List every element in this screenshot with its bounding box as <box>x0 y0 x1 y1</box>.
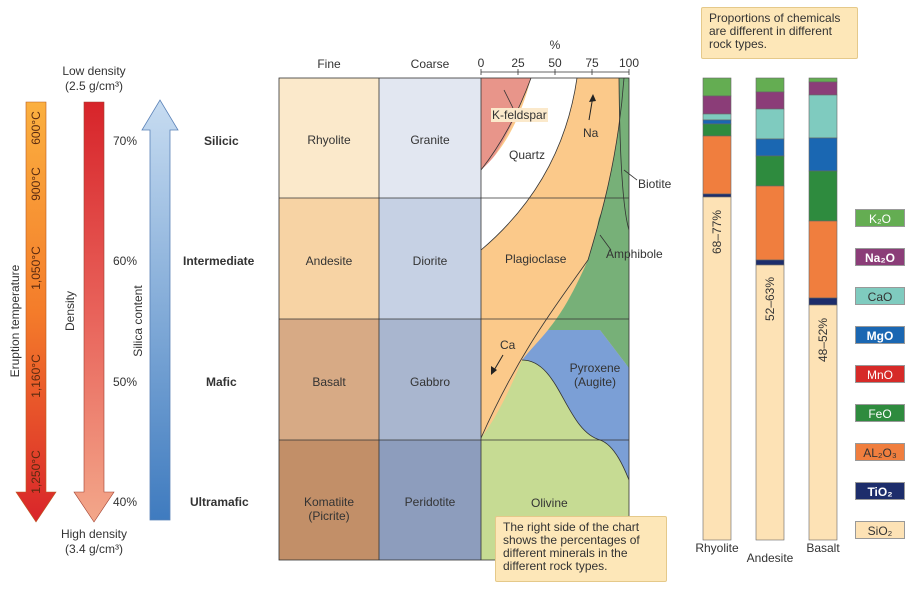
sio2-range-rhyolite: 68–77% <box>710 209 724 255</box>
header-coarse: Coarse <box>410 57 450 71</box>
bar-rhyolite <box>702 77 732 541</box>
mineral-na: Na <box>583 126 599 140</box>
mineral-plagioclase: Plagioclase <box>505 252 567 266</box>
silica-60: 60% <box>113 254 138 268</box>
tick-100: 100 <box>618 56 640 70</box>
cell-rhyolite <box>279 78 379 198</box>
rock-komatiite: Komatiite (Picrite) <box>303 495 355 523</box>
type-intermediate: Intermediate <box>183 254 255 268</box>
silica-50: 50% <box>113 375 138 389</box>
bar-label-basalt: Basalt <box>806 541 840 555</box>
tick-75: 75 <box>585 56 599 70</box>
kspar-outline <box>481 78 532 171</box>
pyrox-outline <box>521 359 629 481</box>
tick-50: 50 <box>548 56 562 70</box>
kfeldspar-region <box>481 78 531 170</box>
cell-granite <box>379 78 481 198</box>
rock-rhyolite: Rhyolite <box>307 133 351 147</box>
mineral-kfeldspar: K-feldspar <box>491 108 548 122</box>
mineral-quartz: Quartz <box>509 148 546 162</box>
tick-0: 0 <box>477 56 485 70</box>
mineral-biotite: Biotite <box>638 177 672 191</box>
tick-25: 25 <box>511 56 525 70</box>
rock-andesite: Andesite <box>305 254 353 268</box>
amphibole-area <box>548 82 629 368</box>
percent-symbol: % <box>549 38 561 52</box>
density-label: Density <box>63 291 77 332</box>
cell-peridotite <box>379 440 481 560</box>
legend-cao: CaO <box>855 287 905 305</box>
rock-granite: Granite <box>410 133 450 147</box>
temp-900: 900°C <box>29 167 43 201</box>
type-silicic: Silicic <box>204 134 239 148</box>
silica-arrow <box>141 99 179 521</box>
temp-600: 600°C <box>29 111 43 145</box>
sio2-range-basalt: 48–52% <box>816 317 830 363</box>
eruption-temperature-label: Eruption temperature <box>8 264 22 378</box>
legend-al2o3: AL₂O₃ <box>855 443 905 461</box>
mineral-pyroxene: Pyroxene (Augite) <box>569 361 621 389</box>
low-density-value: (2.5 g/cm³) <box>64 79 123 93</box>
bar-andesite <box>755 77 785 541</box>
bar-label-andesite: Andesite <box>746 551 794 565</box>
biotite-outline <box>618 78 629 231</box>
legend-mgo: MgO <box>855 326 905 344</box>
temp-1050: 1,050°C <box>29 246 43 290</box>
sio2-range-andesite: 52–63% <box>763 276 777 322</box>
table-grid <box>278 77 630 561</box>
pyroxene-region <box>522 330 629 480</box>
amphibole-leader <box>599 234 612 251</box>
legend-tio2: TiO₂ <box>855 482 905 500</box>
temp-1160: 1,160°C <box>29 354 43 398</box>
mineral-ca: Ca <box>500 338 516 352</box>
header-fine: Fine <box>317 57 341 71</box>
legend-k2o: K₂O <box>855 209 905 227</box>
quartz-outline <box>481 78 578 251</box>
silica-content-label: Silica content <box>131 285 145 357</box>
type-mafic: Mafic <box>206 375 237 389</box>
minerals-note: The right side of the chart shows the pe… <box>495 516 667 582</box>
ca-arrowhead <box>491 366 497 375</box>
high-density-value: (3.4 g/cm³) <box>64 542 123 556</box>
density-arrow <box>73 101 115 523</box>
legend-na2o: Na₂O <box>855 248 905 266</box>
cell-gabbro <box>379 319 481 440</box>
type-ultramafic: Ultramafic <box>190 495 249 509</box>
cell-diorite <box>379 198 481 319</box>
silica-40: 40% <box>113 495 138 509</box>
rock-diorite: Diorite <box>412 254 448 268</box>
silica-70: 70% <box>113 134 138 148</box>
quartz-region <box>481 78 577 250</box>
na-arrowhead <box>589 94 596 102</box>
temp-1250: 1,250°C <box>29 450 43 494</box>
rock-gabbro: Gabbro <box>409 375 451 389</box>
temperature-arrow <box>15 101 57 523</box>
percent-axis <box>480 69 630 75</box>
legend-mno: MnO <box>855 365 905 383</box>
kspar-leader <box>503 89 514 109</box>
legend-feo: FeO <box>855 404 905 422</box>
rock-peridotite: Peridotite <box>404 495 456 509</box>
mineral-olivine: Olivine <box>531 496 568 510</box>
plag-outline <box>481 78 625 439</box>
cell-komatiite <box>279 440 379 560</box>
cell-andesite <box>279 198 379 319</box>
biotite-leader <box>623 169 638 181</box>
olivine-region <box>481 360 629 560</box>
high-density-label: High density <box>60 527 128 541</box>
chemicals-note: Proportions of chemicals are different i… <box>701 7 858 59</box>
rock-basalt: Basalt <box>312 375 346 389</box>
cell-basalt <box>279 319 379 440</box>
bar-basalt <box>808 77 838 541</box>
bar-label-rhyolite: Rhyolite <box>695 541 739 555</box>
legend-sio2: SiO₂ <box>855 521 905 539</box>
low-density-label: Low density <box>62 64 126 78</box>
mineral-amphibole: Amphibole <box>606 247 663 261</box>
